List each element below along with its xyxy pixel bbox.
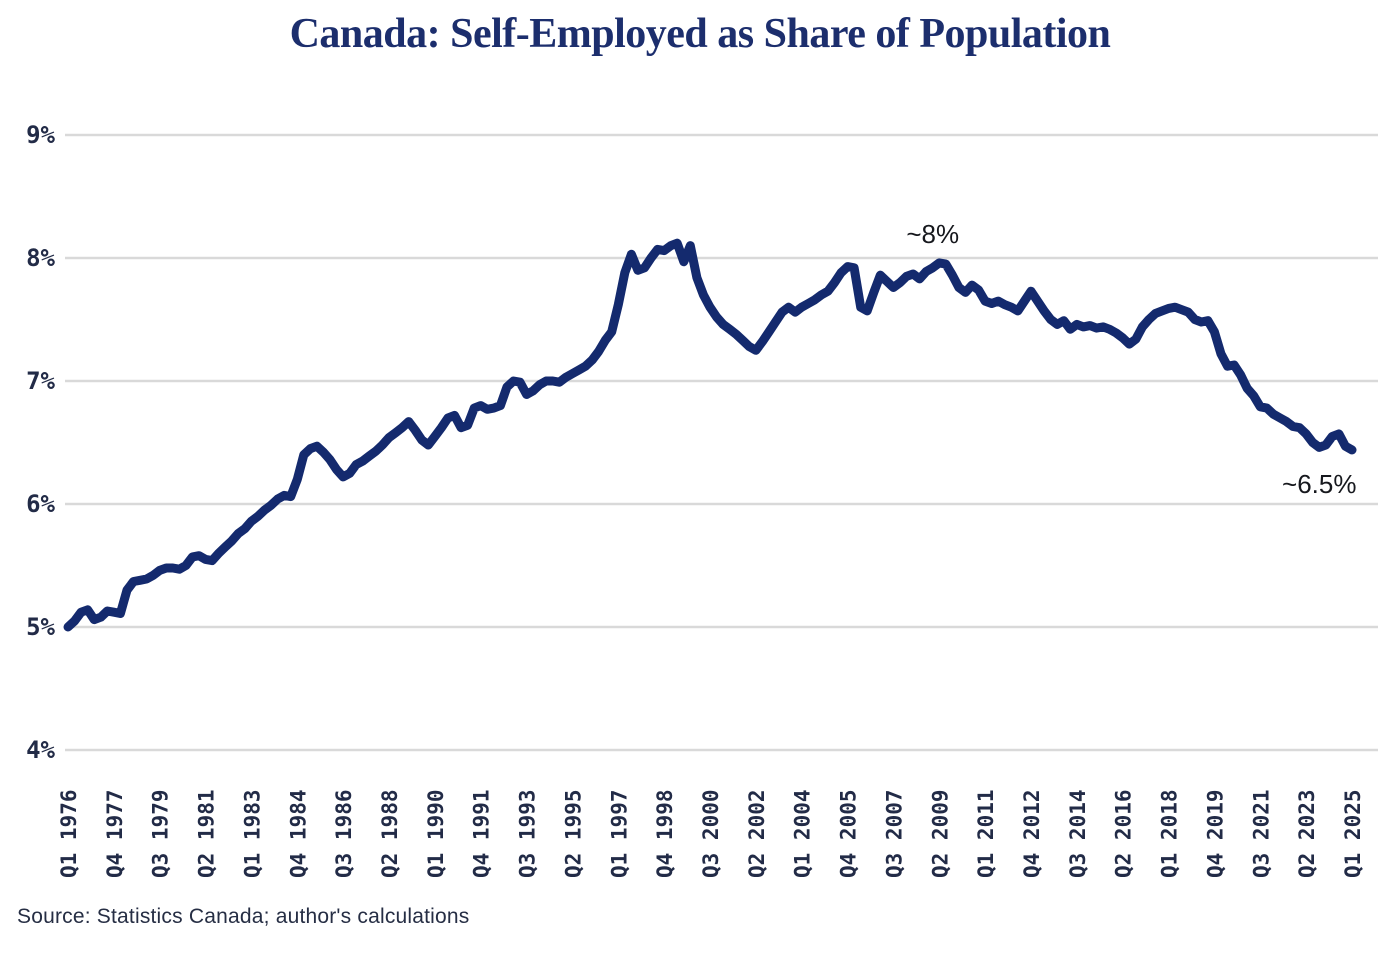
x-tick-label: Q4 1991 bbox=[470, 789, 494, 878]
x-tick-label: Q4 2012 bbox=[1020, 789, 1044, 878]
x-tick-label: Q2 2016 bbox=[1112, 789, 1136, 878]
x-tick-label: Q4 2005 bbox=[837, 789, 861, 878]
x-tick-label: Q4 1977 bbox=[103, 789, 127, 878]
x-tick-label: Q1 2018 bbox=[1158, 789, 1182, 878]
x-tick-label: Q2 1981 bbox=[195, 789, 219, 878]
x-tick-label: Q3 2021 bbox=[1249, 789, 1273, 878]
x-tick-label: Q1 2025 bbox=[1341, 789, 1365, 878]
x-tick-label: Q1 1990 bbox=[424, 789, 448, 878]
x-tick-label: Q3 2000 bbox=[699, 789, 723, 878]
x-tick-label: Q3 2007 bbox=[882, 789, 906, 878]
series-line bbox=[63, 238, 1357, 632]
x-tick-label: Q2 1988 bbox=[378, 789, 402, 878]
x-tick-label: Q1 1976 bbox=[57, 789, 81, 878]
x-tick-label: Q3 1993 bbox=[516, 789, 540, 878]
y-tick-label: 4% bbox=[26, 736, 55, 764]
x-tick-label: Q4 2019 bbox=[1203, 789, 1227, 878]
chart-title: Canada: Self-Employed as Share of Popula… bbox=[289, 11, 1111, 57]
x-tick-label: Q3 1986 bbox=[332, 789, 356, 878]
x-tick-label: Q1 2011 bbox=[974, 789, 998, 878]
x-tick-label: Q3 2014 bbox=[1066, 789, 1090, 878]
annotation-label-0: ~8% bbox=[906, 219, 959, 249]
x-tick-label: Q4 1998 bbox=[653, 789, 677, 878]
y-tick-label: 7% bbox=[26, 367, 55, 395]
annotation-label-1: ~6.5% bbox=[1282, 469, 1356, 499]
x-tick-label: Q3 1979 bbox=[149, 789, 173, 878]
y-tick-label: 5% bbox=[26, 613, 55, 641]
y-tick-label: 9% bbox=[26, 121, 55, 149]
x-tick-label: Q1 1997 bbox=[607, 789, 631, 878]
x-tick-label: Q1 2004 bbox=[791, 789, 815, 878]
x-tick-label: Q4 1984 bbox=[286, 789, 310, 878]
x-tick-label: Q1 1983 bbox=[240, 789, 264, 878]
x-tick-label: Q2 2023 bbox=[1295, 789, 1319, 878]
x-tick-label: Q2 2009 bbox=[928, 789, 952, 878]
source-note: Source: Statistics Canada; author's calc… bbox=[17, 905, 470, 928]
y-tick-label: 8% bbox=[26, 244, 55, 272]
x-tick-label: Q2 1995 bbox=[561, 789, 585, 878]
x-tick-label: Q2 2002 bbox=[745, 789, 769, 878]
y-tick-label: 6% bbox=[26, 490, 55, 518]
